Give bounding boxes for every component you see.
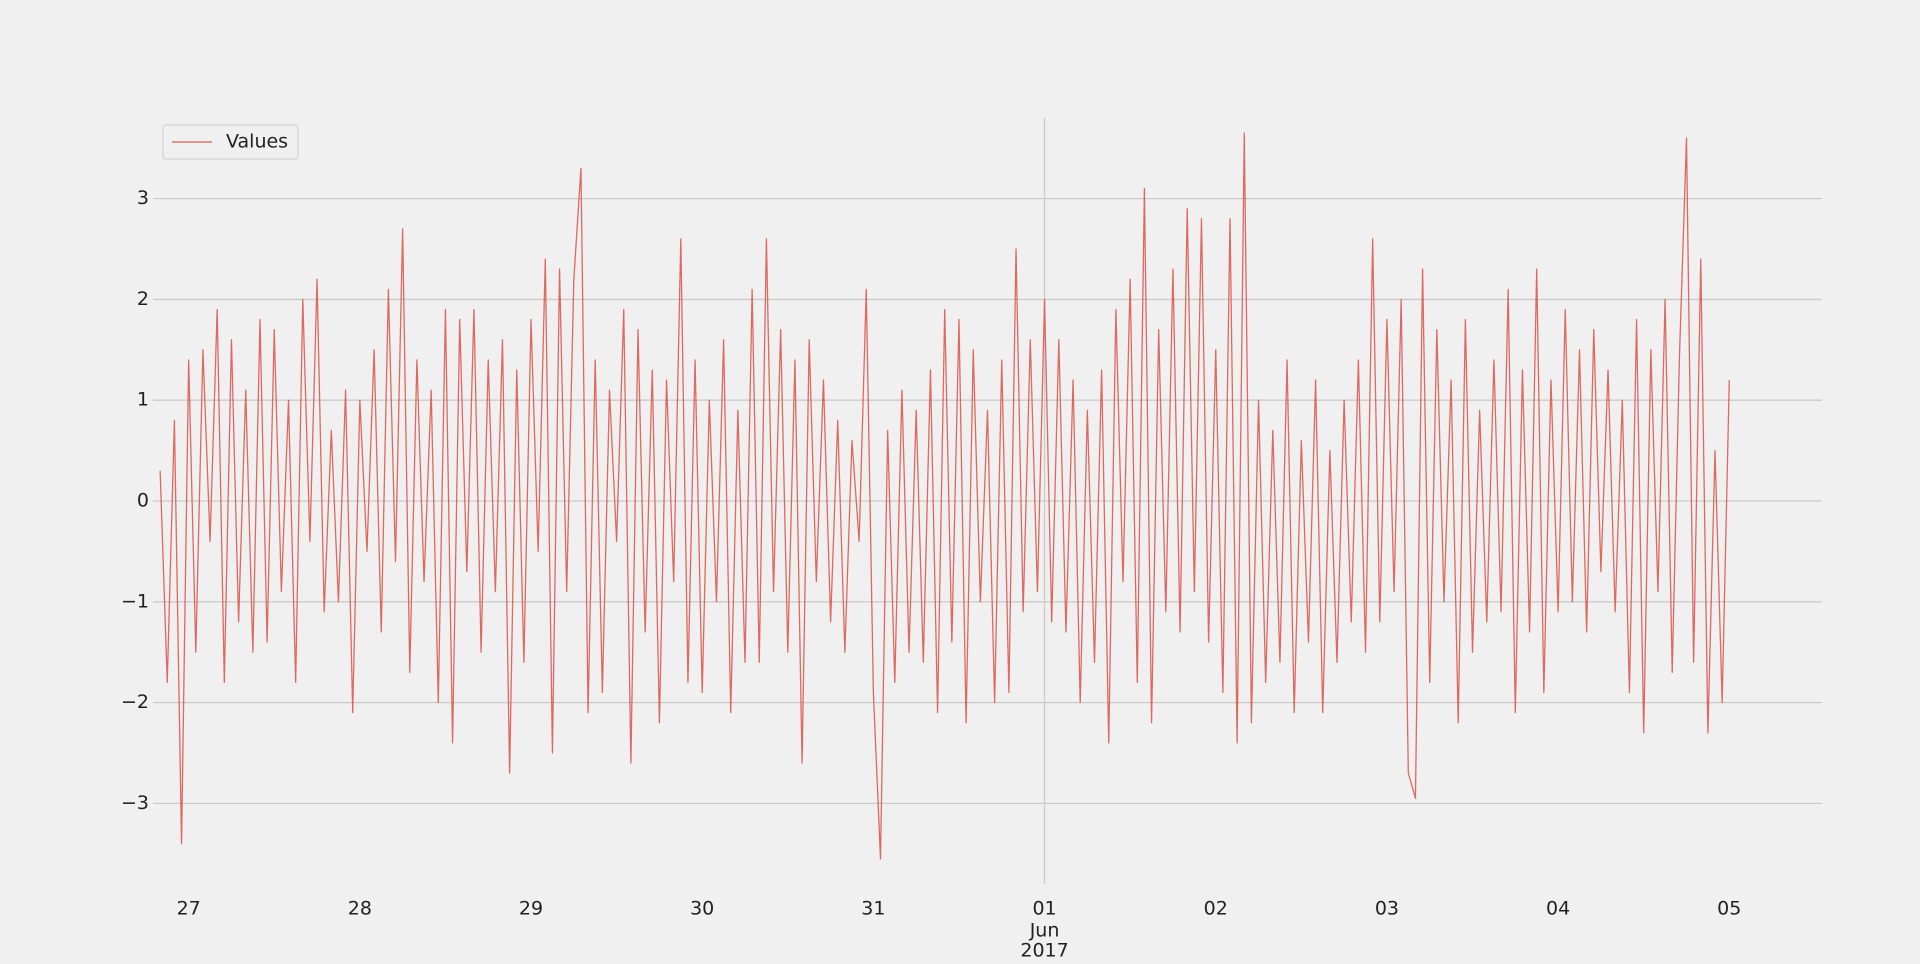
x-tick-label: 01 <box>1032 898 1056 920</box>
x-tick-label: 30 <box>690 898 714 920</box>
y-tick-label: −2 <box>121 691 149 713</box>
x-tick-label: 31 <box>861 898 885 920</box>
y-tick-label: 1 <box>137 389 149 411</box>
y-tick-label: −3 <box>121 792 149 814</box>
x-tick-label: 03 <box>1375 898 1399 920</box>
legend-box <box>162 124 299 160</box>
x-tick-label: 28 <box>348 898 372 920</box>
x-major-label: 2017 <box>1020 940 1068 962</box>
y-tick-label: 0 <box>137 490 149 512</box>
x-tick-label: 05 <box>1717 898 1741 920</box>
x-tick-label: 29 <box>519 898 543 920</box>
x-tick-label: 02 <box>1204 898 1228 920</box>
x-tick-label: 27 <box>177 898 201 920</box>
y-tick-label: −1 <box>121 590 149 612</box>
y-tick-label: 3 <box>137 187 149 209</box>
x-major-label: Jun <box>1029 920 1060 942</box>
legend: Values <box>162 124 299 160</box>
y-tick-label: 2 <box>137 288 149 310</box>
series-line <box>159 132 1730 860</box>
legend-label: Values <box>226 131 288 153</box>
x-tick-label: 04 <box>1546 898 1570 920</box>
